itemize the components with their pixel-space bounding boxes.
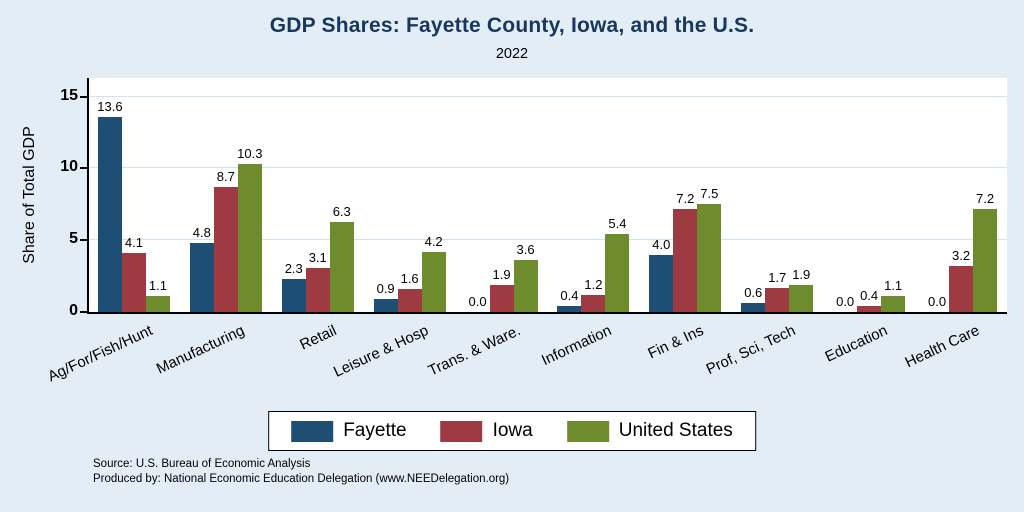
bar-Iowa-Prof, Sci, Tech [765, 287, 790, 312]
y-tick-label-15: 15 [60, 86, 78, 104]
legend-item-United States: United States [566, 420, 733, 442]
bar-group-Trans. & Ware.: 0.0 1.9 3.6 [456, 78, 548, 312]
y-tick-mark-15 [80, 95, 87, 98]
bar-Iowa-Trans. & Ware. [489, 284, 514, 312]
bar-group-Leisure & Hosp: 0.9 1.6 4.2 [364, 78, 456, 312]
bar-value-Iowa-Trans. & Ware.: 1.9 [492, 266, 511, 282]
legend-swatch-Iowa [440, 420, 483, 442]
bar-Fayette-Prof, Sci, Tech [741, 303, 766, 312]
bar-Iowa-Ag/For/Fish/Hunt [121, 253, 146, 312]
bar-group-Information: 0.4 1.2 5.4 [548, 78, 640, 312]
bar-value-Iowa-Education: 0.4 [860, 288, 879, 304]
bar-value-United States-Ag/For/Fish/Hunt: 1.1 [148, 278, 167, 294]
bar-value-United States-Retail: 6.3 [332, 203, 351, 219]
plot-area: 13.6 4.1 1.1 4.8 8.7 10.3 2.3 3.1 6.3 0.9 1.6 4.2 0.… [88, 78, 1007, 312]
y-tick-label-5: 5 [69, 230, 78, 248]
bar-group-Education: 0.0 0.4 1.1 [823, 78, 915, 312]
bar-value-Iowa-Retail: 3.1 [308, 249, 327, 265]
bar-Iowa-Manufacturing [213, 187, 238, 312]
bar-Fayette-Ag/For/Fish/Hunt [97, 116, 122, 312]
chart-title: GDP Shares: Fayette County, Iowa, and th… [269, 14, 755, 37]
bar-United States-Ag/For/Fish/Hunt [145, 296, 170, 312]
legend-label-Fayette: Fayette [343, 420, 407, 441]
bar-Iowa-Fin & Ins [673, 208, 698, 312]
gridline-y-10 [88, 167, 1007, 169]
bar-value-Fayette-Prof, Sci, Tech: 0.6 [744, 285, 763, 301]
bar-value-Fayette-Leisure & Hosp: 0.9 [376, 281, 395, 297]
bar-Fayette-Fin & Ins [649, 254, 674, 312]
bar-value-Fayette-Trans. & Ware.: 0.0 [468, 294, 487, 309]
bar-Fayette-Retail [281, 278, 306, 312]
y-axis-line [87, 78, 89, 314]
bar-United States-Trans. & Ware. [513, 260, 538, 312]
bar-value-United States-Trans. & Ware.: 3.6 [516, 242, 535, 258]
bar-Fayette-Information [557, 306, 582, 312]
y-axis-title: Share of Total GDP [21, 126, 38, 264]
bar-value-United States-Health Care: 7.2 [975, 190, 995, 206]
bar-Iowa-Leisure & Hosp [397, 289, 422, 312]
bar-value-Iowa-Information: 1.2 [584, 276, 603, 292]
chart-subtitle: 2022 [495, 46, 529, 62]
bar-group-Health Care: 0.0 3.2 7.2 [915, 78, 1007, 312]
legend: Fayette Iowa United States [268, 411, 756, 451]
y-tick-mark-5 [80, 239, 87, 242]
bar-value-Fayette-Manufacturing: 4.8 [192, 225, 211, 241]
bar-value-Fayette-Health Care: 0.0 [927, 294, 947, 309]
bar-group-Prof, Sci, Tech: 0.6 1.7 1.9 [731, 78, 823, 312]
bar-United States-Leisure & Hosp [421, 251, 446, 312]
y-tick-mark-0 [80, 311, 87, 313]
bar-United States-Prof, Sci, Tech [789, 284, 814, 312]
bar-value-Iowa-Health Care: 3.2 [951, 248, 971, 264]
bar-value-United States-Education: 1.1 [884, 278, 903, 294]
bar-Iowa-Health Care [949, 266, 974, 312]
legend-label-United States: United States [618, 420, 733, 441]
bar-value-Iowa-Leisure & Hosp: 1.6 [400, 271, 419, 287]
bar-value-Iowa-Prof, Sci, Tech: 1.7 [768, 269, 787, 285]
bar-Iowa-Retail [305, 267, 330, 312]
legend-label-Iowa: Iowa [492, 420, 533, 441]
bar-Fayette-Leisure & Hosp [373, 299, 398, 312]
bar-Fayette-Manufacturing [189, 243, 214, 312]
y-tick-mark-10 [80, 167, 87, 170]
bar-Iowa-Information [581, 294, 606, 312]
bar-value-Iowa-Manufacturing: 8.7 [216, 169, 235, 185]
source-notes: Source: U.S. Bureau of Economic Analysis… [93, 457, 509, 487]
bar-value-United States-Fin & Ins: 7.5 [700, 186, 719, 202]
legend-swatch-Fayette [291, 420, 334, 442]
gridline-y-15 [88, 95, 1007, 97]
bar-value-Fayette-Fin & Ins: 4.0 [652, 236, 671, 252]
y-tick-label-10: 10 [60, 158, 78, 176]
legend-item-Iowa: Iowa [440, 420, 533, 442]
bar-United States-Fin & Ins [697, 204, 722, 312]
gridline-y-5 [88, 239, 1007, 241]
x-axis-line [88, 312, 1007, 314]
source-note: Source: U.S. Bureau of Economic Analysis [93, 458, 311, 470]
bar-value-United States-Leisure & Hosp: 4.2 [424, 233, 443, 249]
bar-value-United States-Prof, Sci, Tech: 1.9 [792, 266, 811, 282]
bar-United States-Manufacturing [237, 164, 262, 312]
bar-value-United States-Manufacturing: 10.3 [237, 146, 263, 162]
bar-value-Fayette-Information: 0.4 [560, 288, 579, 304]
bar-United States-Health Care [973, 208, 998, 312]
legend-swatch-United States [566, 420, 609, 442]
producer-note: Produced by: National Economic Education… [93, 473, 510, 485]
bar-value-Fayette-Retail: 2.3 [284, 260, 303, 276]
bar-value-Iowa-Ag/For/Fish/Hunt: 4.1 [124, 235, 143, 251]
y-tick-label-0: 0 [69, 302, 78, 319]
bar-United States-Education [881, 296, 906, 312]
bar-Iowa-Education [857, 306, 882, 312]
bar-group-Fin & Ins: 4.0 7.2 7.5 [639, 78, 731, 312]
bar-group-Retail: 2.3 3.1 6.3 [272, 78, 364, 312]
bar-value-Fayette-Ag/For/Fish/Hunt: 13.6 [97, 98, 123, 114]
bar-value-United States-Information: 5.4 [608, 216, 627, 232]
bar-value-Fayette-Education: 0.0 [836, 294, 855, 309]
bar-United States-Retail [329, 221, 354, 312]
bar-group-Ag/For/Fish/Hunt: 13.6 4.1 1.1 [88, 78, 180, 312]
bar-group-Manufacturing: 4.8 8.7 10.3 [180, 78, 272, 312]
legend-item-Fayette: Fayette [291, 420, 407, 442]
bar-United States-Information [605, 234, 630, 312]
bar-value-Iowa-Fin & Ins: 7.2 [676, 190, 695, 206]
